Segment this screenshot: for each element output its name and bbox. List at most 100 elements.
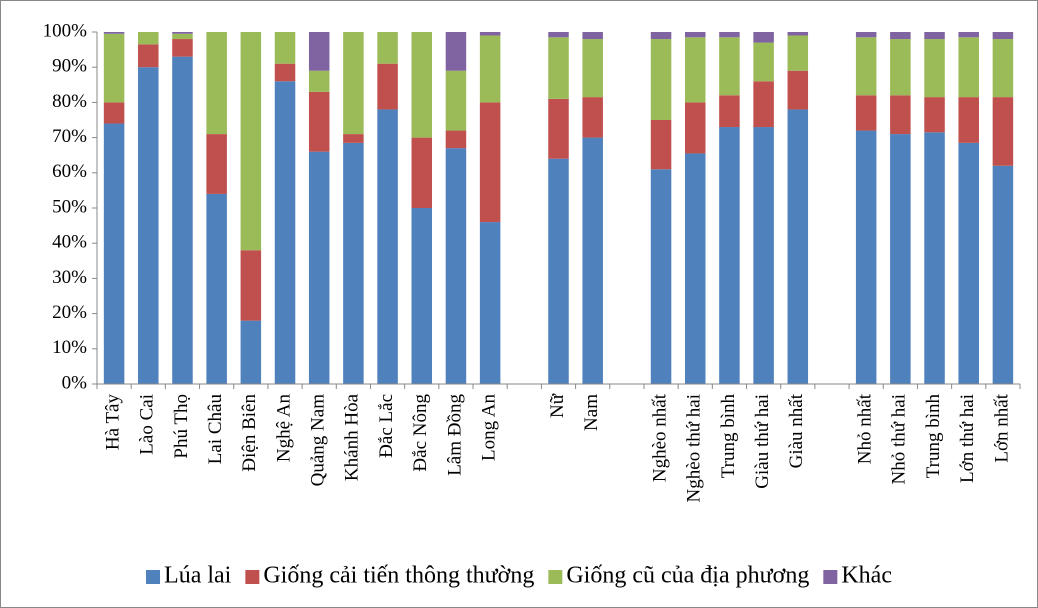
y-tick-label: 80% [52,91,87,112]
bar-segment [548,158,569,384]
bar-segment [411,137,433,208]
bar-segment [343,32,364,135]
bar-segment [719,32,740,38]
x-tick-label: Nghệ An [273,394,294,463]
bar-segment [684,153,706,384]
legend-label: Giống cải tiến thông thường [263,563,534,589]
bar-segment [548,32,569,38]
bar-segment [548,37,569,99]
bar-segment [274,81,296,384]
bar-segment [958,142,979,384]
bar-segment [890,95,911,135]
bar-segment [719,37,740,96]
bar-segment [992,97,1014,166]
bar-segment [855,32,877,38]
x-tick-label: Đắc Nông [410,394,431,472]
y-tick-label: 60% [52,161,87,182]
x-tick-label: Lớn nhất [991,393,1012,462]
bar-segment [650,120,672,170]
bar-segment [274,63,296,82]
bar-segment [377,63,398,110]
bar-segment [753,32,774,43]
x-tick-label: Lớn thứ hai [957,394,978,483]
y-tick-label: 10% [52,337,87,358]
bar-segment [138,44,159,68]
x-tick-label: Nghèo nhất [649,393,670,482]
bar-segment [924,32,945,40]
bar-segment [172,33,193,40]
legend-swatch [146,570,161,584]
bar-segment [343,134,364,143]
x-tick-label: Lâm Đồng [444,394,465,476]
x-tick-label: Lai Châu [205,394,226,465]
bar-segment [855,37,877,96]
bar-segment [684,37,706,103]
y-tick-label: 100% [43,20,88,41]
bar-segment [308,151,330,384]
bar-segment [308,70,330,92]
bar-segment [377,109,398,384]
bar-segment [445,130,467,149]
bar-segment [787,109,809,384]
bar-segment [103,123,125,385]
bar-segment [890,134,911,384]
bar-segment [103,102,125,124]
bar-segment [411,208,433,384]
bar-segment [855,130,877,384]
y-tick-label: 50% [52,196,87,217]
bar-segment [445,32,467,71]
bar-segment [924,97,945,133]
x-tick-label: Nhỏ thứ hai [889,394,910,485]
bar-segment [753,127,774,384]
x-tick-label: Nữ [547,393,568,418]
x-tick-label: Lào Cai [137,394,158,455]
legend-label: Khác [841,563,892,589]
bar-segment [924,39,945,98]
bar-segment [479,102,501,223]
x-tick-label: Phú Thọ [171,394,192,459]
x-tick-label: Trung bình [718,394,739,479]
bar-segment [890,39,911,96]
bar-segment [479,32,501,36]
x-tick-label: Đắc Lắc [376,394,397,458]
x-tick-label: Điện Biên [239,394,260,472]
legend-swatch [548,570,563,584]
bar-segment [719,127,740,384]
bar-segment [958,32,979,38]
x-tick-label: Giàu nhất [786,393,807,468]
x-tick-label: Quảng Nam [308,394,329,487]
bar-segment [582,137,603,384]
x-tick-label: Trung bình [923,394,944,479]
bar-segment [650,39,672,120]
legend-swatch [823,570,838,584]
bar-segment [719,95,740,128]
bar-segment [240,250,262,321]
bar-segment [479,35,501,103]
bar-segment [684,32,706,38]
bar-segment [753,42,774,82]
bar-segment [890,32,911,40]
x-tick-label: Giàu thứ hai [752,394,773,489]
bar-segment [445,70,467,131]
y-tick-label: 20% [52,302,87,323]
bar-segment [206,134,227,194]
x-tick-label: Long An [478,394,499,462]
bar-segment [684,102,706,154]
bar-segment [172,56,193,384]
bar-segment [548,98,569,159]
bar-segment [206,32,227,135]
bar-segment [240,32,262,251]
bar-segment [377,32,398,64]
bar-segment [992,32,1014,40]
bar-segment [343,142,364,384]
bar-segment [240,320,262,384]
y-tick-label: 30% [52,267,87,288]
bar-segment [138,32,159,45]
bar-segment [411,32,433,138]
y-tick-label: 0% [62,372,88,393]
bar-segment [103,33,125,103]
bar-segment [103,32,125,34]
bar-segment [958,37,979,98]
x-tick-label: Hà Tây [102,394,123,451]
